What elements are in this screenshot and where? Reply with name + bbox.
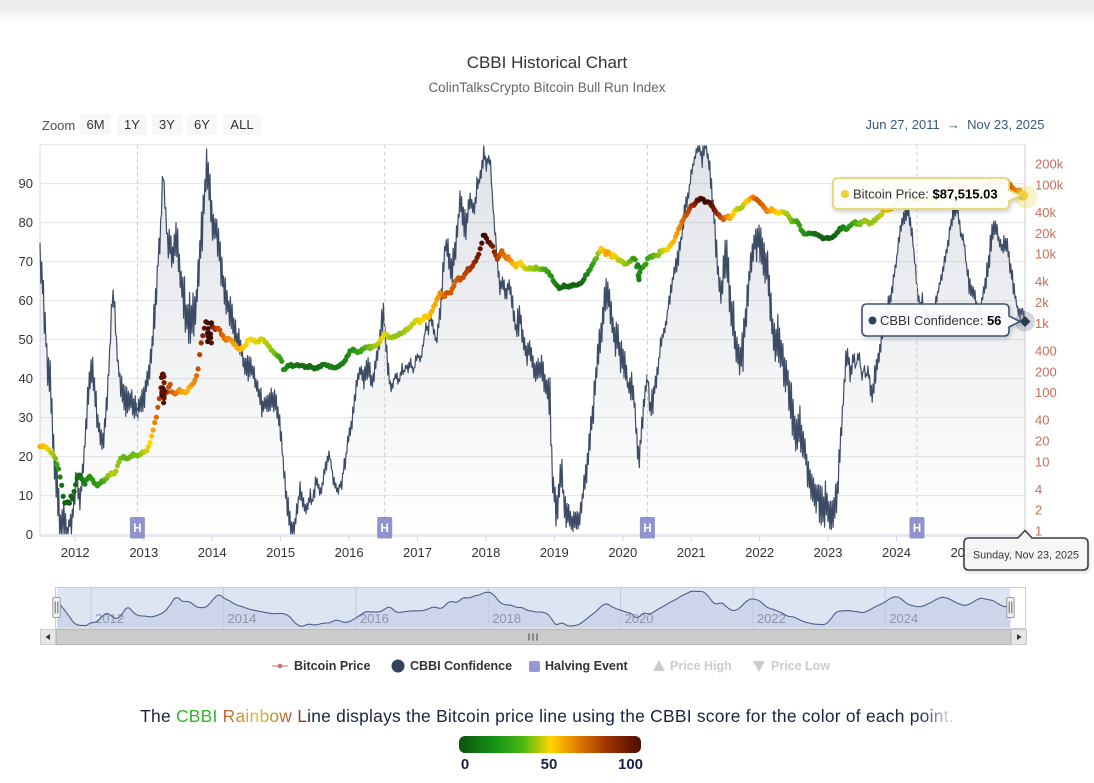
svg-text:20: 20 <box>1035 434 1049 449</box>
svg-text:200k: 200k <box>1035 157 1064 172</box>
svg-text:2013: 2013 <box>129 545 158 560</box>
svg-text:20: 20 <box>19 449 33 464</box>
svg-text:30: 30 <box>19 410 33 425</box>
svg-text:10: 10 <box>1035 454 1049 469</box>
svg-text:40: 40 <box>19 371 33 386</box>
svg-text:1: 1 <box>1035 524 1042 539</box>
svg-text:2018: 2018 <box>492 611 521 626</box>
svg-text:Bitcoin Price: $87,515.03: Bitcoin Price: $87,515.03 <box>853 187 998 202</box>
svg-text:2012: 2012 <box>61 545 90 560</box>
svg-text:4k: 4k <box>1035 274 1049 289</box>
svg-text:10: 10 <box>19 488 33 503</box>
svg-text:100: 100 <box>1035 385 1057 400</box>
svg-text:2014: 2014 <box>228 611 257 626</box>
svg-text:2020: 2020 <box>608 545 637 560</box>
svg-text:20k: 20k <box>1035 226 1056 241</box>
svg-text:0: 0 <box>26 527 33 542</box>
svg-text:2015: 2015 <box>266 545 295 560</box>
svg-text:400: 400 <box>1035 343 1057 358</box>
svg-text:H: H <box>381 523 389 535</box>
svg-text:H: H <box>133 523 141 535</box>
svg-text:100k: 100k <box>1035 178 1064 193</box>
svg-text:2012: 2012 <box>95 611 124 626</box>
svg-text:2018: 2018 <box>471 545 500 560</box>
svg-text:2022: 2022 <box>745 545 774 560</box>
svg-text:4: 4 <box>1035 482 1042 497</box>
svg-text:2022: 2022 <box>757 611 786 626</box>
svg-text:H: H <box>913 523 921 535</box>
svg-text:2024: 2024 <box>882 545 911 560</box>
svg-text:H: H <box>643 523 651 535</box>
svg-text:2023: 2023 <box>814 545 843 560</box>
svg-text:2016: 2016 <box>335 545 364 560</box>
svg-text:2024: 2024 <box>889 611 918 626</box>
svg-text:200: 200 <box>1035 364 1057 379</box>
svg-text:2021: 2021 <box>677 545 706 560</box>
svg-text:90: 90 <box>19 176 33 191</box>
svg-text:40: 40 <box>1035 413 1049 428</box>
svg-text:10k: 10k <box>1035 247 1056 262</box>
svg-text:50: 50 <box>19 332 33 347</box>
svg-text:CBBI Confidence: 56: CBBI Confidence: 56 <box>880 313 1001 328</box>
svg-text:40k: 40k <box>1035 205 1056 220</box>
svg-text:2k: 2k <box>1035 295 1049 310</box>
svg-text:2019: 2019 <box>540 545 569 560</box>
svg-text:60: 60 <box>19 293 33 308</box>
svg-text:70: 70 <box>19 254 33 269</box>
svg-text:2016: 2016 <box>360 611 389 626</box>
svg-text:2: 2 <box>1035 503 1042 518</box>
svg-text:Sunday, Nov 23, 2025: Sunday, Nov 23, 2025 <box>973 550 1079 562</box>
svg-text:80: 80 <box>19 215 33 230</box>
svg-text:2017: 2017 <box>403 545 432 560</box>
svg-text:2014: 2014 <box>198 545 227 560</box>
svg-text:1k: 1k <box>1035 316 1049 331</box>
